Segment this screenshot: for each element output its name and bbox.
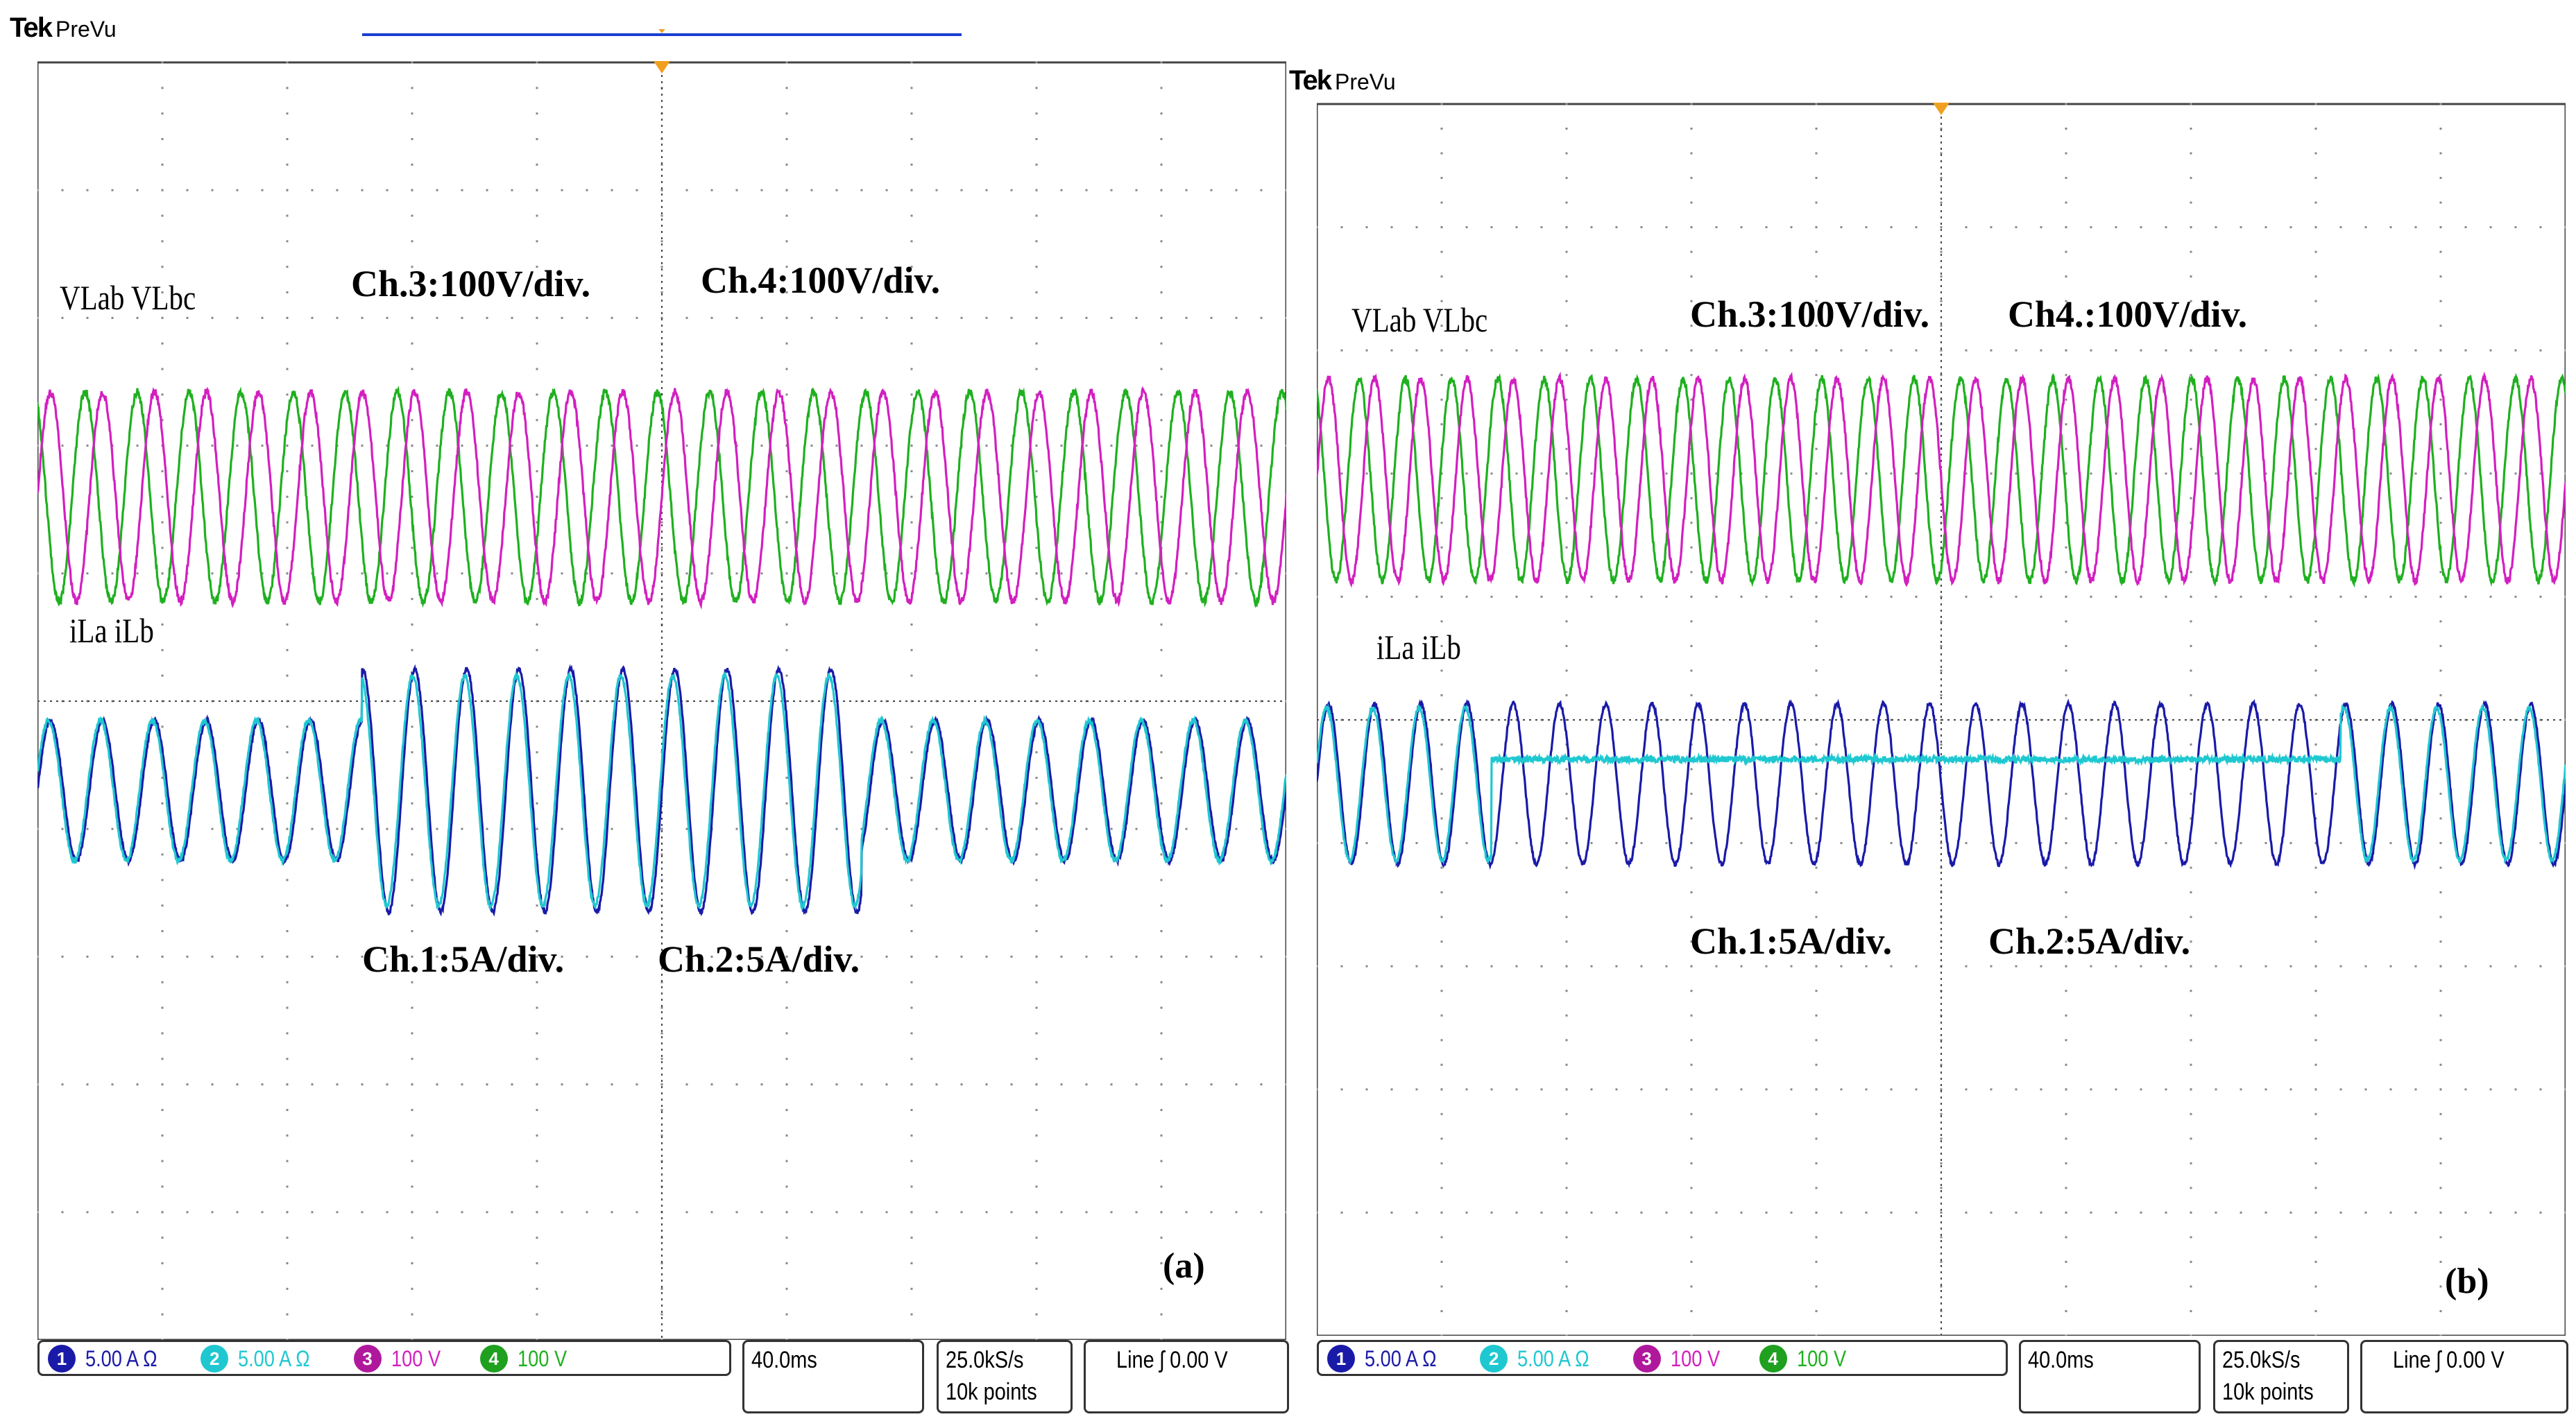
timebase-box-a[interactable]: 40.0ms	[742, 1340, 924, 1413]
ch2-chip-a[interactable]: 2	[201, 1345, 229, 1373]
waveform-ch1-iLa	[1317, 698, 2566, 870]
trigger-box-b[interactable]: Line ʃ 0.00 V	[2360, 1340, 2568, 1413]
ch4-chip-a[interactable]: 4	[479, 1345, 508, 1373]
record-length-a: 10k points	[946, 1379, 1037, 1405]
annotation-ch4-b: Ch4.:100V/div.	[2008, 293, 2248, 335]
scope-display-a: 41	[37, 29, 1286, 1340]
waveform-ch2-iLb	[37, 670, 1286, 912]
annotation-ch1-b: Ch.1:5A/div.	[1690, 920, 1893, 962]
timebase-a: 40.0ms	[751, 1347, 817, 1373]
scope-display-b: 41	[1317, 103, 2566, 1336]
trigger-position-marker[interactable]	[1933, 103, 1950, 115]
trigger-setting-a: Line ʃ 0.00 V	[1116, 1347, 1228, 1373]
record-length-b: 10k points	[2222, 1379, 2314, 1405]
current-signal-label-b: iLa iLb	[1376, 628, 1461, 666]
tek-logo-a: Tek PreVu	[10, 12, 117, 43]
ch3-scale-a: 100 V	[391, 1345, 441, 1371]
annotation-ch2-b: Ch.2:5A/div.	[1988, 920, 2191, 962]
waveform-ch3-VLab	[37, 386, 1286, 610]
timebase-box-b[interactable]: 40.0ms	[2019, 1340, 2201, 1413]
tek-logo-b: Tek PreVu	[1289, 65, 1396, 96]
annotation-ch2-a: Ch.2:5A/div.	[658, 938, 860, 980]
waveform-ch4-VLbc	[37, 385, 1286, 608]
ch3-chip-b[interactable]: 3	[1632, 1345, 1661, 1373]
trigger-position-marker[interactable]	[654, 61, 670, 74]
trigger-box-a[interactable]: Line ʃ 0.00 V	[1084, 1340, 1289, 1413]
ch2-scale-a: 5.00 A Ω	[238, 1345, 310, 1371]
waveform-ch4-VLbc	[1317, 372, 2566, 588]
ch2-chip-b[interactable]: 2	[1480, 1345, 1508, 1373]
ch2-scale-b: 5.00 A Ω	[1517, 1345, 1589, 1371]
ch1-chip-b[interactable]: 1	[1327, 1345, 1355, 1373]
acquisition-box-b[interactable]: 25.0kS/s 10k points	[2213, 1340, 2349, 1413]
annotation-ch3-b: Ch.3:100V/div.	[1690, 293, 1930, 335]
annotation-ch4-a: Ch.4:100V/div.	[701, 259, 941, 301]
voltage-signal-label-b: VLab VLbc	[1351, 300, 1488, 339]
panel-label-a: (a)	[1163, 1246, 1205, 1286]
ch4-chip-b[interactable]: 4	[1759, 1345, 1787, 1373]
waveform-ch3-VLab	[1317, 371, 2566, 588]
panel-label-b: (b)	[2445, 1262, 2489, 1301]
waveform-ch2-iLb	[1317, 703, 2566, 866]
current-signal-label-a: iLa iLb	[69, 611, 154, 650]
ch4-scale-b: 100 V	[1796, 1345, 1846, 1371]
ch1-scale-a: 5.00 A Ω	[85, 1345, 157, 1371]
voltage-signal-label-a: VLab VLbc	[60, 278, 196, 317]
record-position-bar	[362, 29, 962, 36]
annotation-ch1-a: Ch.1:5A/div.	[362, 938, 565, 980]
ch1-chip-a[interactable]: 1	[48, 1345, 76, 1373]
sample-rate-a: 25.0kS/s	[946, 1347, 1024, 1373]
annotation-ch3-a: Ch.3:100V/div.	[351, 263, 591, 304]
sample-rate-b: 25.0kS/s	[2222, 1347, 2301, 1373]
ch4-scale-a: 100 V	[517, 1345, 567, 1371]
acquisition-box-a[interactable]: 25.0kS/s 10k points	[937, 1340, 1073, 1413]
ch1-scale-b: 5.00 A Ω	[1365, 1345, 1437, 1371]
timebase-b: 40.0ms	[2028, 1347, 2094, 1373]
trigger-setting-b: Line ʃ 0.00 V	[2393, 1347, 2505, 1373]
ch3-scale-b: 100 V	[1670, 1345, 1720, 1371]
waveform-ch1-iLa	[37, 664, 1286, 917]
channel-settings-box-a[interactable]: 1 5.00 A Ω 2 5.00 A Ω 3 100 V 4 100 V	[37, 1340, 731, 1376]
ch3-chip-a[interactable]: 3	[353, 1345, 382, 1373]
channel-settings-box-b[interactable]: 1 5.00 A Ω 2 5.00 A Ω 3 100 V 4 100 V	[1317, 1340, 2008, 1376]
